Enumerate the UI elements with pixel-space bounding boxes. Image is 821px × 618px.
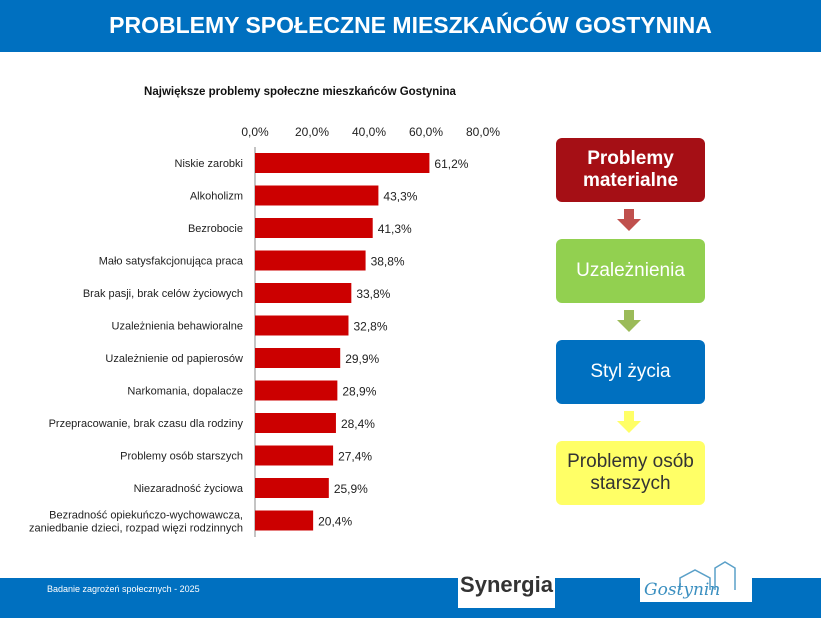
category-label: Narkomania, dopalacze <box>127 386 243 398</box>
category-label: Brak pasji, brak celów życiowych <box>83 288 243 300</box>
data-label: 43,3% <box>383 190 417 204</box>
flow-box: Uzależnienia <box>556 239 705 303</box>
bar <box>255 478 329 498</box>
synergia-logo: Synergia <box>458 561 555 608</box>
data-label: 33,8% <box>356 287 390 301</box>
bar <box>255 510 314 531</box>
bar <box>255 380 338 401</box>
bar <box>255 283 352 303</box>
data-label: 32,8% <box>353 320 387 334</box>
footer-text: Badanie zagrożeń społecznych - 2025 <box>47 584 200 594</box>
category-label: Mało satysfakcjonująca praca <box>99 256 244 268</box>
category-label: Problemy osób starszych <box>120 451 243 463</box>
data-label: 25,9% <box>334 482 368 496</box>
data-label: 29,9% <box>345 352 379 366</box>
data-label: 27,4% <box>338 450 372 464</box>
data-label: 41,3% <box>378 222 412 236</box>
data-label: 61,2% <box>434 157 468 171</box>
down-arrow-head-icon <box>617 320 641 332</box>
bar <box>255 218 373 238</box>
data-label: 20,4% <box>318 515 352 529</box>
down-arrow-icon <box>624 411 634 421</box>
bar <box>255 153 430 173</box>
x-tick-label: 40,0% <box>352 125 386 139</box>
data-label: 28,4% <box>341 417 375 431</box>
bar <box>255 348 341 368</box>
category-label: Przepracowanie, brak czasu dla rodziny <box>49 418 244 430</box>
x-tick-label: 60,0% <box>409 125 443 139</box>
chart-title: Największe problemy społeczne mieszkańcó… <box>144 86 456 98</box>
x-tick-label: 80,0% <box>466 125 500 139</box>
category-label: Bezradność opiekuńczo-wychowawcza, zanied… <box>29 510 243 535</box>
synergia-logo-text: Synergia <box>460 572 553 597</box>
gostynin-logo-text: Gostynin <box>644 580 721 600</box>
bar <box>255 250 366 271</box>
down-arrow-icon <box>624 209 634 219</box>
bar <box>255 445 334 466</box>
down-arrow-head-icon <box>617 421 641 433</box>
category-label: Alkoholizm <box>190 191 243 203</box>
gostynin-logo: Gostynin <box>640 560 752 602</box>
flow-box: Problemy osób starszych <box>556 441 705 505</box>
bar-chart: 0,0% 20,0% 40,0% 60,0% 80,0% 61,2% Niskie zaro… <box>29 125 500 537</box>
category-label: Niskie zarobki <box>175 158 243 170</box>
church-icon <box>679 561 736 590</box>
down-arrow-icon <box>624 310 634 320</box>
x-tick-label: 20,0% <box>295 125 329 139</box>
category-label: Niezaradność życiowa <box>134 483 244 495</box>
page-title: PROBLEMY SPOŁECZNE MIESZKAŃCÓW GOSTYNINA <box>0 0 821 52</box>
flow-box: Problemy materialne <box>556 138 705 202</box>
bar <box>255 315 349 336</box>
down-arrow-head-icon <box>617 219 641 231</box>
flow-box: Styl życia <box>556 340 705 404</box>
bar <box>255 185 379 206</box>
x-tick-label: 0,0% <box>241 125 269 139</box>
data-label: 38,8% <box>371 255 405 269</box>
bar <box>255 413 336 433</box>
category-label: Uzależnienia behawioralne <box>112 321 243 333</box>
category-label: Uzależnienie od papierosów <box>105 353 243 365</box>
category-label: Bezrobocie <box>188 223 243 235</box>
data-label: 28,9% <box>342 385 376 399</box>
